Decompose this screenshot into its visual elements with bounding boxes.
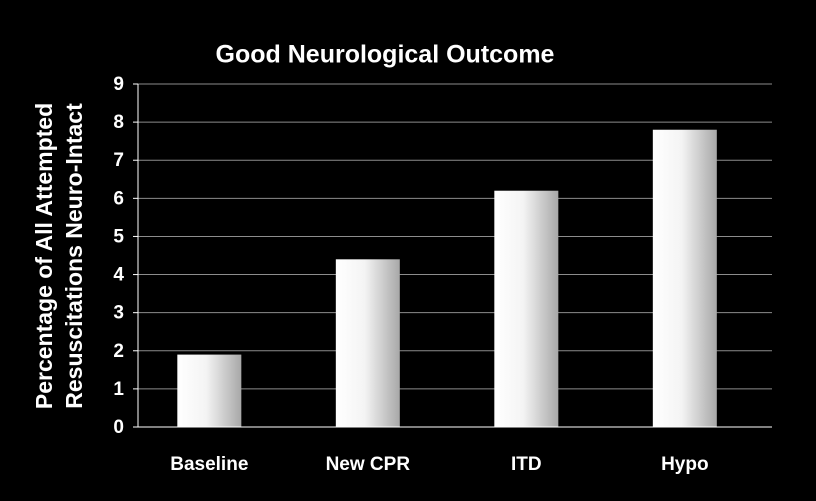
y-tick-label: 3 [113,303,124,324]
x-tick-label: ITD [511,454,542,475]
x-tick-label: Baseline [170,454,248,475]
y-axis-title-line: Resuscitations Neuro-Intact [61,103,87,409]
bar [177,354,242,427]
y-tick-label: 7 [113,150,124,171]
y-tick-label: 9 [113,74,124,95]
y-tick-label: 5 [113,226,124,247]
bar [335,259,400,427]
chart-title: Good Neurological Outcome [216,41,555,69]
y-tick-label: 6 [113,188,124,209]
y-axis-title: Percentage of All Attempted Resuscitatio… [31,103,87,409]
y-axis-title-line: Percentage of All Attempted [31,103,57,409]
y-tick-label: 0 [113,417,124,438]
bar [652,129,717,427]
y-tick-label: 2 [113,341,124,362]
y-tick-label: 4 [113,265,124,286]
x-tick-label: Hypo [661,454,709,475]
y-tick-label: 1 [113,379,124,400]
x-tick-label: New CPR [326,454,411,475]
bar [494,190,559,427]
y-tick-label: 8 [113,112,124,133]
